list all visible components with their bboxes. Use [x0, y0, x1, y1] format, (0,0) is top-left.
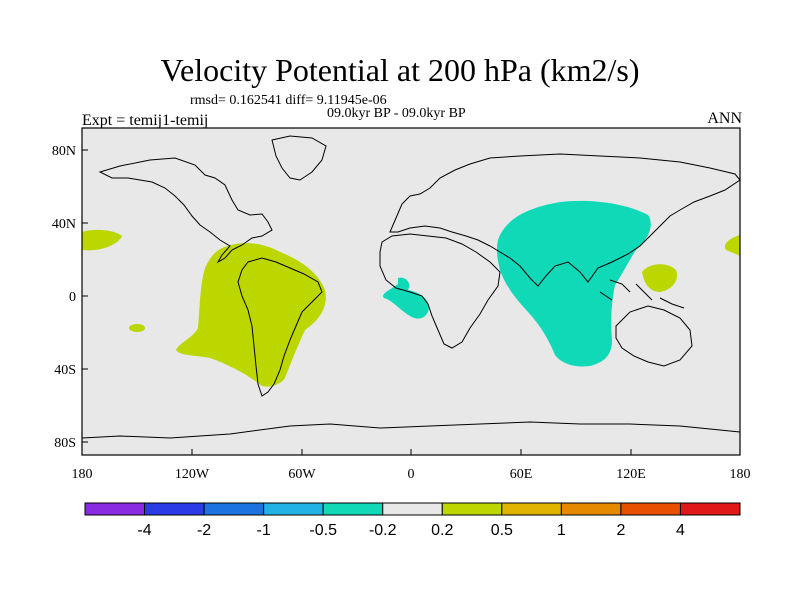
north-america-coastline — [98, 157, 273, 264]
map-title: Velocity Potential at 200 hPa (km2/s) — [160, 52, 640, 88]
y-label-80n: 80N — [52, 144, 76, 159]
australia-coastline — [615, 305, 693, 367]
y-label-40s: 40S — [54, 363, 76, 378]
colorbar-label: 4 — [676, 522, 685, 539]
x-label-120w: 120W — [175, 467, 210, 482]
y-label-0: 0 — [69, 290, 76, 305]
antarctica-coastline — [81, 421, 741, 439]
south-america-coastline — [237, 257, 323, 397]
colorbar-box — [263, 502, 324, 516]
colorbar-box — [203, 502, 265, 516]
colorbar-label: -0.2 — [369, 522, 397, 539]
x-label-0: 0 — [408, 467, 415, 482]
y-label-40n: 40N — [52, 217, 76, 232]
x-label-120e: 120E — [616, 467, 646, 482]
colorbar-box — [620, 502, 681, 516]
west-pacific-positive-region — [82, 229, 122, 251]
stats-text: rmsd= 0.162541 diff= 9.11945e-06 — [190, 93, 387, 108]
positive-anomaly-regions — [82, 229, 740, 387]
greenland-coastline — [271, 135, 327, 181]
y-axis-labels: 80N 40N 0 40S 80S — [52, 144, 76, 451]
colorbar-label: -0.5 — [309, 522, 337, 539]
philippines-positive-region — [642, 264, 678, 292]
colorbar-box — [441, 502, 503, 516]
colorbar-label: 2 — [616, 522, 625, 539]
colorbar-box — [560, 502, 622, 516]
gulf-of-guinea-negative-region — [383, 277, 429, 319]
colorbar-label: -2 — [197, 522, 211, 539]
axis-ticks — [81, 149, 741, 455]
coastlines — [81, 135, 741, 439]
x-label-60w: 60W — [288, 467, 316, 482]
colorbar-label: 1 — [557, 522, 566, 539]
colorbar-label: 0.5 — [491, 522, 513, 539]
indian-ocean-negative-region — [496, 200, 651, 367]
period-text: 09.0kyr BP - 09.0kyr BP — [327, 106, 466, 121]
colorbar-box — [501, 502, 562, 516]
colorbar-box — [144, 502, 205, 516]
eurasia-coastline — [389, 153, 741, 287]
x-axis-labels: 180 120W 60W 0 60E 120E 180 — [72, 467, 751, 482]
season-label: ANN — [707, 110, 742, 127]
y-label-80s: 80S — [54, 436, 76, 451]
x-label-180e: 180 — [730, 467, 751, 482]
colorbar-box — [382, 502, 443, 516]
x-label-180w: 180 — [72, 467, 93, 482]
negative-anomaly-regions — [383, 200, 651, 367]
colorbar-label: -1 — [257, 522, 271, 539]
africa-coastline — [379, 233, 501, 349]
colorbar-box — [84, 502, 146, 516]
colorbar-box — [322, 502, 384, 516]
colorbar-label: -4 — [137, 522, 151, 539]
colorbar-box — [679, 502, 741, 516]
colorbar: -4 -2 -1 -0.5 -0.2 0.2 0.5 1 2 4 — [84, 502, 741, 539]
colorbar-label: 0.2 — [431, 522, 453, 539]
south-pacific-positive-blob — [129, 324, 145, 332]
x-label-60e: 60E — [510, 467, 533, 482]
east-edge-positive-region — [724, 235, 740, 256]
experiment-label: Expt = temij1-temij — [82, 112, 209, 129]
maritime-islands-coastline — [599, 279, 685, 309]
south-america-positive-region — [176, 243, 326, 387]
